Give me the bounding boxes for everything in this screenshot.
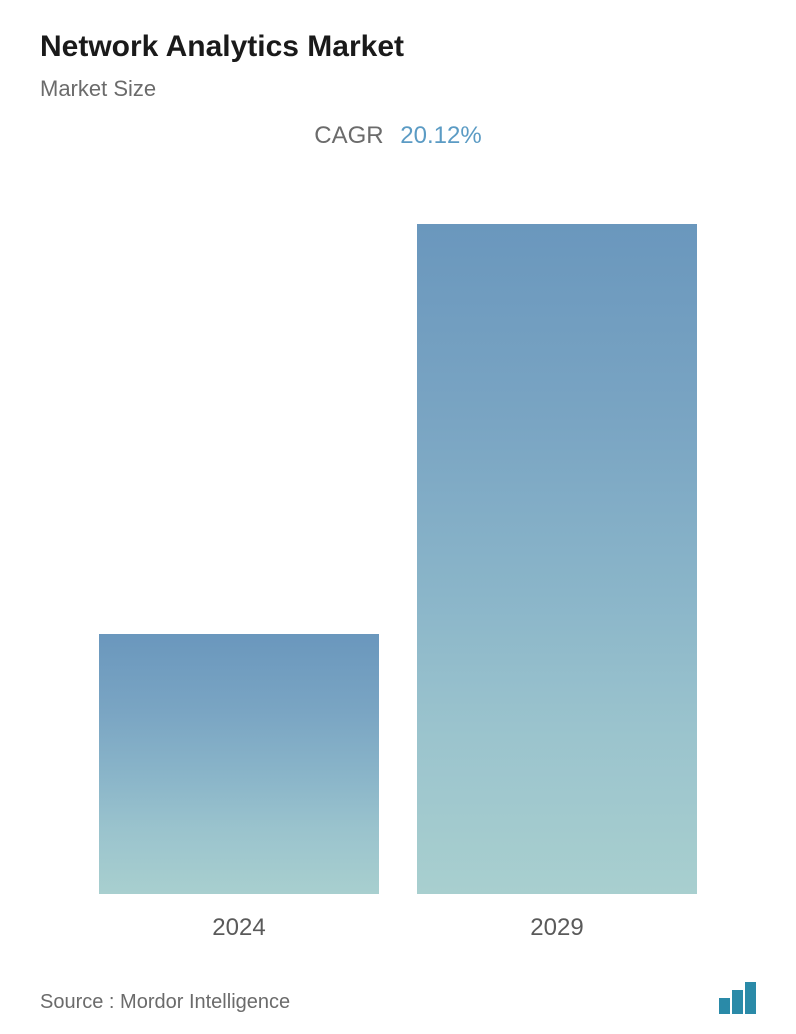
bar-1 bbox=[417, 224, 697, 894]
chart-title: Network Analytics Market bbox=[40, 30, 756, 64]
chart-footer: Source : Mordor Intelligence bbox=[40, 962, 756, 1014]
logo-bar-icon bbox=[745, 982, 756, 1014]
chart-subtitle: Market Size bbox=[40, 76, 756, 102]
cagr-value: 20.12% bbox=[400, 122, 481, 149]
brand-logo bbox=[719, 982, 756, 1014]
bar-group-0: 2024 bbox=[99, 634, 379, 942]
bar-0 bbox=[99, 634, 379, 894]
logo-bar-icon bbox=[732, 990, 743, 1014]
logo-bar-icon bbox=[719, 998, 730, 1014]
cagr-label: CAGR bbox=[314, 122, 383, 149]
bar-label-0: 2024 bbox=[212, 914, 265, 942]
chart-plot-area: 2024 2029 bbox=[40, 160, 756, 962]
chart-container: Network Analytics Market Market Size CAG… bbox=[0, 0, 796, 1034]
source-text: Source : Mordor Intelligence bbox=[40, 991, 290, 1014]
bar-label-1: 2029 bbox=[530, 914, 583, 942]
bar-group-1: 2029 bbox=[417, 224, 697, 942]
cagr-row: CAGR 20.12% bbox=[40, 122, 756, 150]
